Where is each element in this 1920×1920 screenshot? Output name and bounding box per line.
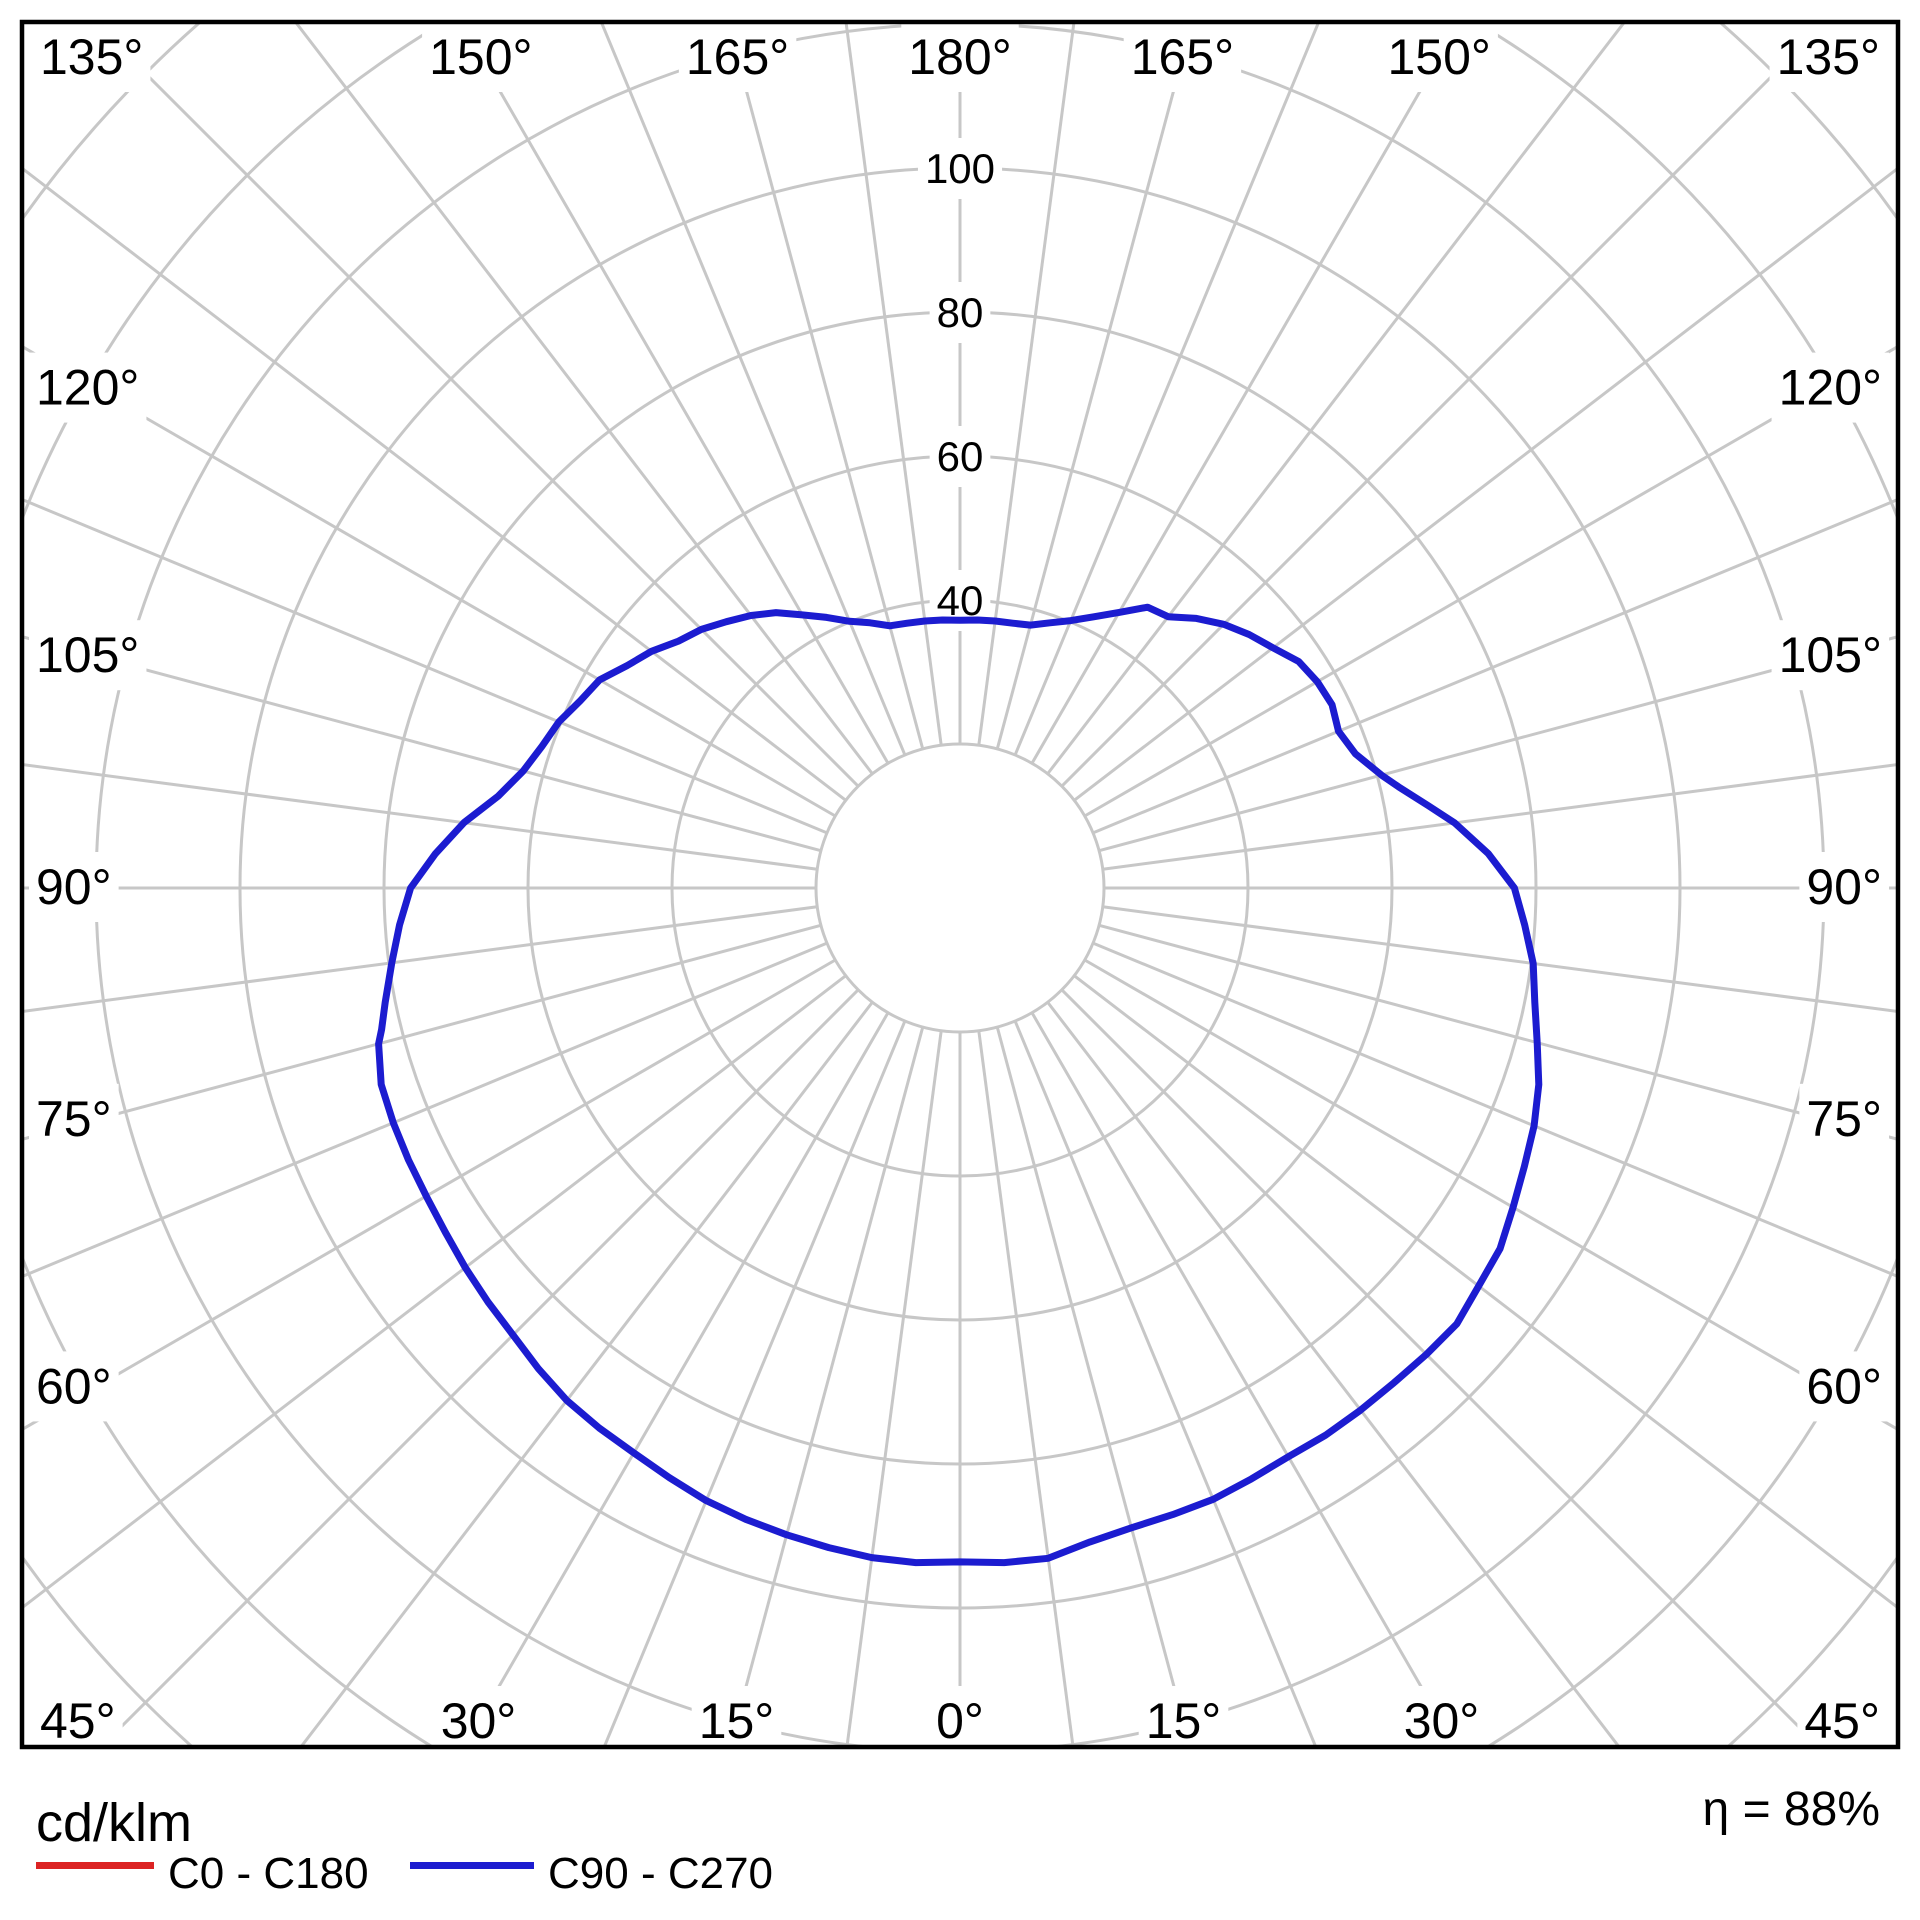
legend-line-c90-c270-icon bbox=[410, 1862, 534, 1869]
radial-tick-label-80: 80 bbox=[937, 289, 984, 336]
angle-label-90°: 90° bbox=[1806, 859, 1882, 915]
grid-spoke-120 bbox=[1083, 345, 1896, 818]
angle-label-105°: 105° bbox=[1779, 627, 1882, 683]
angle-label-120°: 120° bbox=[36, 360, 139, 416]
radial-tick-label-60: 60 bbox=[937, 433, 984, 480]
grid-spoke-247.5 bbox=[24, 498, 828, 835]
angle-label-15°: 15° bbox=[1146, 1693, 1222, 1749]
grid-spoke-345 bbox=[728, 1026, 925, 1745]
angle-label-135°: 135° bbox=[1777, 29, 1880, 85]
angle-label-120°: 120° bbox=[1779, 360, 1882, 416]
grid-spoke-7.5 bbox=[977, 1030, 1075, 1745]
angle-label-75°: 75° bbox=[36, 1091, 112, 1147]
grid-spoke-157.5 bbox=[1013, 24, 1320, 756]
angle-label-105°: 105° bbox=[36, 627, 139, 683]
angle-label-165°: 165° bbox=[1131, 29, 1234, 85]
axis-labels: 40 60 80 100 0° 15° 15° 30° 30° 45° 45° 60° 60° 75° 75… bbox=[29, 22, 1889, 1756]
grid-spoke-150 bbox=[1030, 24, 1461, 765]
grid-spoke-127.5 bbox=[1073, 167, 1896, 802]
angle-label-135°: 135° bbox=[40, 29, 143, 85]
legend-label-c90-c270: C90 - C270 bbox=[548, 1849, 774, 1898]
angle-label-180°: 180° bbox=[908, 29, 1011, 85]
grid-spoke-202.5 bbox=[600, 24, 907, 756]
grid-spoke-97.5 bbox=[1102, 763, 1896, 871]
curve-c90-c270 bbox=[375, 603, 1543, 1567]
units-label: cd/klm bbox=[36, 1793, 193, 1853]
grid-spoke-60 bbox=[1083, 958, 1896, 1431]
grid-spoke-232.5 bbox=[24, 167, 847, 802]
grid-spoke-52.5 bbox=[1073, 974, 1896, 1609]
grid-spoke-240 bbox=[24, 345, 837, 818]
grid-spoke-195 bbox=[726, 24, 925, 750]
grid-spoke-262.5 bbox=[24, 763, 818, 871]
angle-label-60°: 60° bbox=[1806, 1358, 1882, 1414]
grid-spoke-217.5 bbox=[295, 24, 874, 775]
grid-spoke-285 bbox=[24, 923, 822, 1141]
grid-spoke-292.5 bbox=[24, 941, 828, 1278]
grid-spoke-187.5 bbox=[844, 24, 943, 746]
grid-spoke-142.5 bbox=[1046, 24, 1625, 775]
angle-label-150°: 150° bbox=[1387, 29, 1490, 85]
angle-label-150°: 150° bbox=[429, 29, 532, 85]
grid-spoke-300 bbox=[24, 958, 837, 1431]
grid-spoke-30 bbox=[1030, 1011, 1457, 1745]
grid-spoke-105 bbox=[1098, 635, 1896, 853]
angle-label-60°: 60° bbox=[36, 1358, 112, 1414]
angle-label-15°: 15° bbox=[699, 1693, 775, 1749]
radial-tick-label-100: 100 bbox=[925, 145, 995, 192]
radial-tick-label-40: 40 bbox=[937, 577, 984, 624]
angle-label-165°: 165° bbox=[686, 29, 789, 85]
grid-spoke-75 bbox=[1098, 923, 1896, 1141]
grid-spoke-165 bbox=[995, 24, 1194, 750]
grid-spoke-277.5 bbox=[24, 905, 818, 1013]
grid-spoke-337.5 bbox=[603, 1020, 907, 1745]
angle-label-90°: 90° bbox=[36, 859, 112, 915]
grid-spoke-82.5 bbox=[1102, 905, 1896, 1013]
grid-spoke-307.5 bbox=[24, 974, 847, 1609]
angle-label-30°: 30° bbox=[441, 1693, 517, 1749]
grid-spoke-112.5 bbox=[1092, 498, 1896, 835]
legend-label-c0-c180: C0 - C180 bbox=[168, 1849, 369, 1898]
grid-spoke-172.5 bbox=[977, 24, 1076, 746]
angle-label-75°: 75° bbox=[1806, 1091, 1882, 1147]
grid-spoke-15 bbox=[995, 1026, 1192, 1745]
grid-spoke-67.5 bbox=[1092, 941, 1896, 1278]
grid-spoke-352.5 bbox=[845, 1030, 943, 1745]
grid-spoke-22.5 bbox=[1013, 1020, 1317, 1745]
grid-spoke-37.5 bbox=[1046, 1001, 1620, 1745]
grid-spoke-210 bbox=[459, 24, 890, 765]
grid-spoke-330 bbox=[463, 1011, 890, 1745]
angle-label-0°: 0° bbox=[936, 1693, 984, 1749]
grid-spoke-322.5 bbox=[300, 1001, 874, 1745]
grid-spoke-255 bbox=[24, 635, 822, 853]
angle-label-45°: 45° bbox=[40, 1693, 116, 1749]
legend-line-c0-c180-icon bbox=[36, 1862, 154, 1869]
plot-frame bbox=[19, 19, 1901, 1750]
angle-label-30°: 30° bbox=[1404, 1693, 1480, 1749]
angle-label-45°: 45° bbox=[1804, 1693, 1880, 1749]
efficiency-label: η = 88% bbox=[1702, 1783, 1880, 1836]
